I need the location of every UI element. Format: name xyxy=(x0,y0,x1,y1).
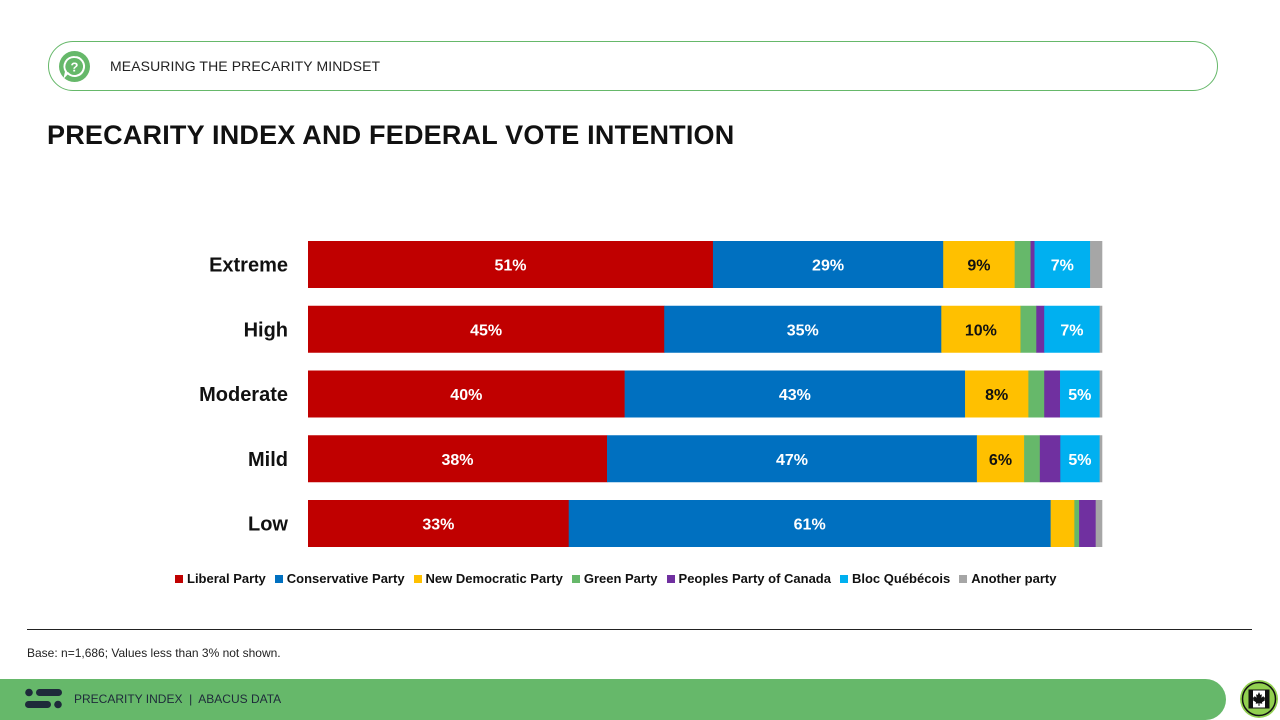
legend-item: Peoples Party of Canada xyxy=(666,571,831,586)
legend-label: Bloc Québécois xyxy=(851,571,951,586)
bar-segment-green-party xyxy=(1024,435,1041,483)
bar-segment-peoples-party-of-canada xyxy=(1079,500,1096,547)
bar-segment-new-democratic-party xyxy=(1050,500,1075,547)
bar-segment-liberal-party xyxy=(308,435,608,483)
data-label: 5% xyxy=(1068,452,1091,469)
legend-item: Conservative Party xyxy=(274,571,405,586)
bar-segment-another-party xyxy=(1099,305,1103,353)
legend-label: Peoples Party of Canada xyxy=(678,571,831,586)
bar-segment-another-party xyxy=(1099,435,1103,483)
bar-segment-new-democratic-party xyxy=(976,435,1025,483)
category-label: Moderate xyxy=(199,384,288,406)
bar-segment-liberal-party xyxy=(308,241,714,288)
data-label: 45% xyxy=(470,322,502,339)
bar-segment-peoples-party-of-canada xyxy=(1044,370,1061,418)
data-label: 35% xyxy=(787,322,819,339)
bar-segment-green-party xyxy=(1028,370,1045,418)
legend-label: New Democratic Party xyxy=(425,571,563,586)
category-label: Extreme xyxy=(209,255,288,277)
legend-label: Liberal Party xyxy=(187,571,266,586)
bar-segment-liberal-party xyxy=(308,500,570,547)
data-label: 51% xyxy=(494,258,526,275)
bar-segment-peoples-party-of-canada xyxy=(1030,241,1035,288)
category-label: Mild xyxy=(248,449,288,471)
data-label: 38% xyxy=(441,452,473,469)
category-label: Low xyxy=(248,514,288,536)
legend-item: Liberal Party xyxy=(175,571,266,586)
data-label: 40% xyxy=(450,387,482,404)
bar-segment-new-democratic-party xyxy=(941,305,1021,353)
topic-label: MEASURING THE PRECARITY MINDSET xyxy=(110,58,381,74)
bar-segment-green-party xyxy=(1014,241,1031,288)
legend-swatch xyxy=(413,574,422,583)
bar-segment-bloc-qu-b-cois xyxy=(1060,435,1100,483)
svg-text:?: ? xyxy=(71,60,79,75)
data-label: 43% xyxy=(779,387,811,404)
question-bubble-icon: ? xyxy=(59,51,90,82)
data-label: 47% xyxy=(776,452,808,469)
bar-segment-new-democratic-party xyxy=(943,241,1015,288)
data-label: 7% xyxy=(1051,258,1074,275)
bar-segment-conservative-party xyxy=(568,500,1051,547)
legend-label: Conservative Party xyxy=(286,571,405,586)
legend-label: Another party xyxy=(971,571,1057,586)
data-label: 5% xyxy=(1068,387,1091,404)
legend-item: New Democratic Party xyxy=(413,571,563,586)
bar-segment-peoples-party-of-canada xyxy=(1036,305,1045,353)
legend-swatch xyxy=(666,574,675,583)
data-label: 7% xyxy=(1060,322,1083,339)
legend-item: Bloc Québécois xyxy=(839,571,951,586)
bar-segment-liberal-party xyxy=(308,305,665,353)
canada-flag-icon xyxy=(1240,680,1278,718)
bar-segment-new-democratic-party xyxy=(965,370,1029,418)
divider xyxy=(27,629,1252,630)
base-note: Base: n=1,686; Values less than 3% not s… xyxy=(27,646,281,660)
legend-swatch xyxy=(274,574,283,583)
bar-segment-conservative-party xyxy=(712,241,944,288)
page-title: PRECARITY INDEX AND FEDERAL VOTE INTENTI… xyxy=(47,120,735,150)
bar-segment-liberal-party xyxy=(308,370,625,418)
bar-segment-another-party xyxy=(1090,241,1103,288)
data-label: 8% xyxy=(985,387,1008,404)
footer-bar: PRECARITY INDEX | ABACUS DATA xyxy=(0,679,1226,720)
legend-swatch xyxy=(839,574,848,583)
data-label: 33% xyxy=(422,517,454,534)
bar-segment-another-party xyxy=(1095,500,1103,547)
legend-swatch xyxy=(959,574,968,583)
legend-label: Green Party xyxy=(583,571,658,586)
data-label: 10% xyxy=(965,322,997,339)
abacus-logo-icon xyxy=(25,688,62,709)
bar-segment-another-party xyxy=(1099,370,1103,418)
bar-segment-bloc-qu-b-cois xyxy=(1044,305,1100,353)
bar-segment-green-party xyxy=(1074,500,1080,547)
data-label: 29% xyxy=(812,258,844,275)
bar-segment-conservative-party xyxy=(624,370,966,418)
bar-segment-peoples-party-of-canada xyxy=(1039,435,1061,483)
bar-segment-conservative-party xyxy=(664,305,942,353)
legend-item: Another party xyxy=(959,571,1056,586)
data-label: 9% xyxy=(967,258,990,275)
bar-segment-bloc-qu-b-cois xyxy=(1034,241,1091,288)
bar-segment-green-party xyxy=(1020,305,1037,353)
legend-swatch xyxy=(571,574,580,583)
legend-swatch xyxy=(175,574,183,583)
topic-banner: ? MEASURING THE PRECARITY MINDSET xyxy=(48,41,1218,91)
bar-segment-conservative-party xyxy=(607,435,978,483)
category-label: High xyxy=(244,319,288,341)
bar-segment-bloc-qu-b-cois xyxy=(1060,370,1100,418)
data-label: 6% xyxy=(989,452,1012,469)
legend-item: Green Party xyxy=(571,571,658,586)
data-label: 61% xyxy=(794,517,826,534)
footer-text: PRECARITY INDEX | ABACUS DATA xyxy=(74,692,282,706)
